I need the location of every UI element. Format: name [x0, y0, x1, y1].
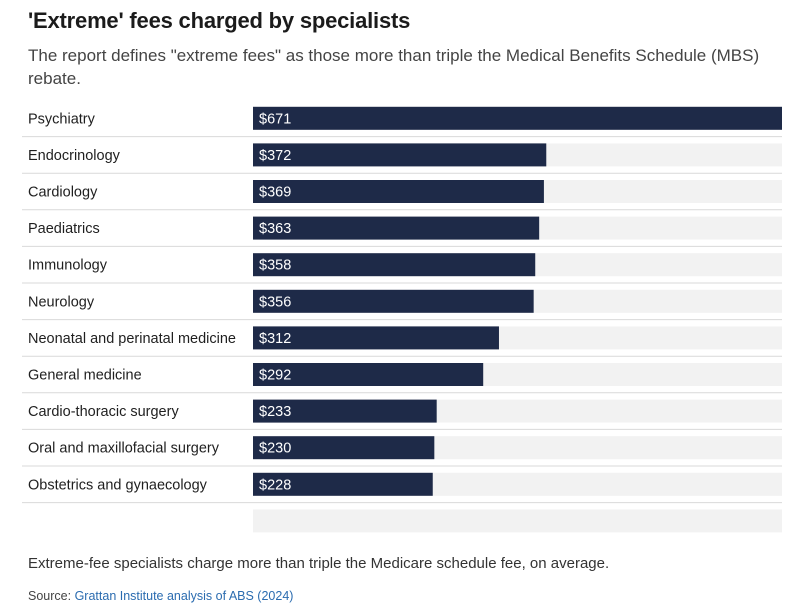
category-label: General medicine — [28, 368, 142, 384]
value-label: $228 — [259, 477, 291, 493]
source-link[interactable]: Grattan Institute analysis of ABS (2024) — [74, 589, 294, 603]
bar — [253, 289, 534, 313]
chart-subtitle: The report defines "extreme fees" as tho… — [28, 46, 760, 88]
value-label: $671 — [259, 111, 291, 127]
category-label: Immunology — [28, 258, 108, 274]
value-label: $233 — [259, 404, 291, 420]
bar — [253, 253, 536, 277]
bar-track — [253, 509, 782, 533]
value-label: $356 — [259, 294, 291, 310]
value-label: $230 — [259, 441, 291, 457]
chart-note: Extreme-fee specialists charge more than… — [28, 555, 610, 572]
category-label: Paediatrics — [28, 221, 100, 237]
bar — [253, 180, 544, 203]
source-label: Source: — [28, 589, 72, 603]
category-label: Psychiatry — [28, 111, 96, 127]
bar-chart: Psychiatry $671 Endocrinology $372 Cardiolog… — [22, 106, 782, 533]
bar — [253, 472, 433, 496]
chart-title: 'Extreme' fees charged by specialists — [28, 8, 411, 33]
bar — [253, 436, 435, 460]
bar — [253, 143, 547, 167]
value-label: $369 — [259, 185, 291, 201]
category-label: Neonatal and perinatal medicine — [28, 331, 236, 347]
value-label: $372 — [259, 148, 291, 164]
value-label: $363 — [259, 221, 291, 237]
value-label: $292 — [259, 368, 291, 384]
bar — [253, 216, 540, 240]
bar — [253, 363, 484, 386]
bar — [253, 106, 782, 130]
bar — [253, 326, 499, 350]
category-label: Cardio-thoracic surgery — [28, 404, 179, 420]
category-label: Obstetrics and gynaecology — [28, 477, 208, 493]
category-label: Oral and maxillofacial surgery — [28, 441, 220, 457]
category-label: Neurology — [28, 294, 95, 310]
bar — [253, 399, 437, 423]
category-label: Endocrinology — [28, 148, 121, 164]
category-label: Cardiology — [28, 185, 98, 201]
value-label: $312 — [259, 331, 291, 347]
value-label: $358 — [259, 258, 291, 274]
source-line: Source: Grattan Institute analysis of AB… — [28, 589, 293, 603]
